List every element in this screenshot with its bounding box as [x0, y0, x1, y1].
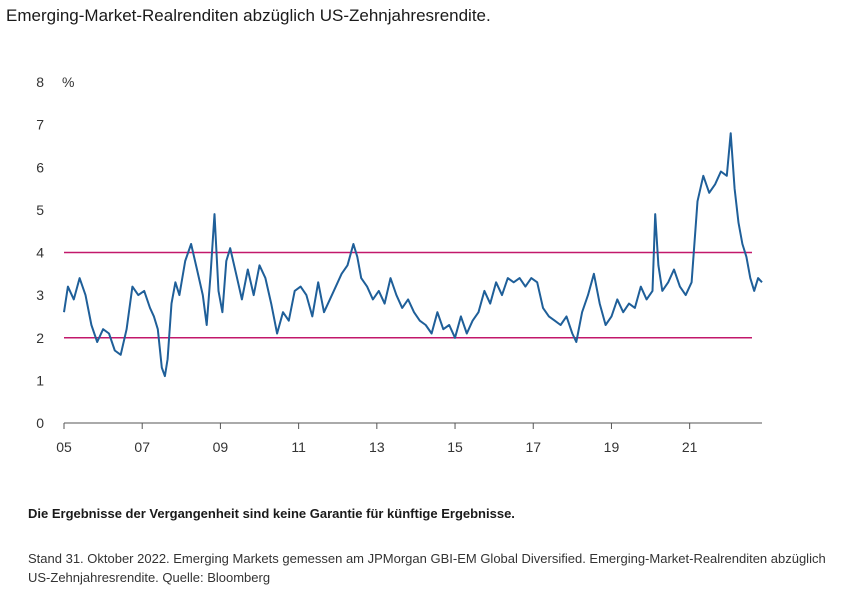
x-tick-label: 17 — [525, 439, 541, 455]
y-tick-label: 6 — [36, 159, 44, 175]
y-tick-labels: 0 1 2 3 4 5 6 7 8 — [36, 74, 44, 431]
series-line — [63, 132, 763, 378]
y-tick-label: 8 — [36, 74, 44, 90]
x-tick-label: 05 — [56, 439, 72, 455]
x-tick-marks — [63, 423, 691, 429]
y-tick-label: 2 — [36, 330, 44, 346]
x-tick-labels: 05 07 09 11 13 15 17 19 21 — [56, 439, 697, 455]
y-tick-label: 5 — [36, 202, 44, 218]
line-chart: 0 1 2 3 4 5 6 7 8 % 05 07 09 11 13 15 17 19 21 — [36, 74, 763, 455]
y-tick-label: 1 — [36, 372, 44, 388]
y-unit-label: % — [62, 74, 74, 90]
source-note: Stand 31. Oktober 2022. Emerging Markets… — [28, 551, 826, 585]
x-tick-label: 19 — [604, 439, 620, 455]
reference-lines — [64, 251, 752, 339]
x-tick-label: 09 — [213, 439, 229, 455]
chart-title: Emerging-Market-Realrenditen abzüglich U… — [6, 6, 491, 25]
x-tick-label: 11 — [291, 439, 306, 455]
disclaimer-text: Die Ergebnisse der Vergangenheit sind ke… — [28, 506, 515, 521]
x-tick-label: 15 — [447, 439, 463, 455]
y-tick-label: 0 — [36, 415, 44, 431]
x-tick-label: 07 — [134, 439, 150, 455]
y-tick-label: 3 — [36, 287, 44, 303]
x-tick-label: 13 — [369, 439, 385, 455]
x-tick-label: 21 — [682, 439, 698, 455]
y-tick-label: 4 — [36, 245, 44, 261]
y-tick-label: 7 — [36, 117, 44, 133]
